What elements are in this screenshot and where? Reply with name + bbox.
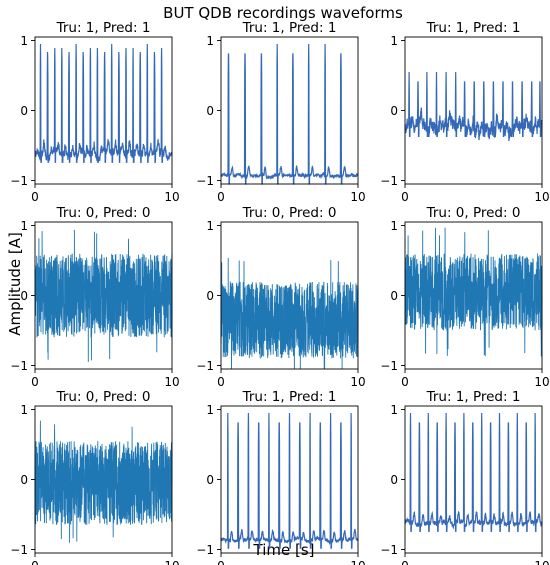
series-line <box>34 43 173 163</box>
subplot-title: Tru: 0, Pred: 0 <box>426 205 521 221</box>
y-tick-label: 1 <box>390 403 398 417</box>
x-tick-label: 0 <box>31 559 39 565</box>
y-tick-label: 1 <box>390 34 398 48</box>
x-tick-label: 0 <box>217 559 225 565</box>
y-tick-label: 0 <box>20 473 28 487</box>
y-tick-label: 1 <box>206 219 214 233</box>
subplot-title: Tru: 1, Pred: 1 <box>426 20 521 36</box>
subplot-title: Tru: 1, Pred: 1 <box>426 389 521 405</box>
series-line <box>220 43 359 185</box>
y-tick-label: 0 <box>20 104 28 118</box>
x-tick-label: 10 <box>350 559 365 565</box>
axes-frame <box>220 36 359 185</box>
y-tick-label: −1 <box>380 174 398 188</box>
x-tick-label: 10 <box>164 559 179 565</box>
x-tick-label: 0 <box>31 375 39 389</box>
y-tick-label: 0 <box>20 289 28 303</box>
series-line <box>34 229 173 362</box>
series-line <box>404 412 543 532</box>
x-tick-label: 0 <box>401 559 409 565</box>
y-tick-label: −1 <box>196 359 214 373</box>
series-line <box>220 412 359 549</box>
x-tick-label: 10 <box>350 375 365 389</box>
x-tick-label: 0 <box>401 190 409 204</box>
y-tick-label: 1 <box>206 34 214 48</box>
y-tick-label: 0 <box>390 289 398 303</box>
subplot-title: Tru: 1, Pred: 1 <box>242 20 337 36</box>
x-tick-label: 10 <box>164 190 179 204</box>
y-tick-label: −1 <box>380 359 398 373</box>
y-tick-label: −1 <box>380 543 398 557</box>
series-line <box>220 257 359 370</box>
series-line <box>34 420 173 543</box>
y-tick-label: 0 <box>206 289 214 303</box>
y-tick-label: −1 <box>10 543 28 557</box>
x-tick-label: 10 <box>534 190 549 204</box>
x-tick-label: 10 <box>350 190 365 204</box>
y-tick-label: 1 <box>20 219 28 233</box>
x-tick-label: 0 <box>401 375 409 389</box>
subplot-title: Tru: 0, Pred: 0 <box>242 205 337 221</box>
y-tick-label: 0 <box>390 104 398 118</box>
x-tick-label: 0 <box>217 375 225 389</box>
y-tick-label: 0 <box>206 104 214 118</box>
subplot-title: Tru: 0, Pred: 0 <box>56 389 151 405</box>
y-tick-label: −1 <box>10 174 28 188</box>
x-tick-label: 10 <box>164 375 179 389</box>
x-tick-label: 10 <box>534 559 549 565</box>
series-line <box>404 227 543 357</box>
y-axis-label: Amplitude [A] <box>6 232 24 336</box>
y-tick-label: −1 <box>10 359 28 373</box>
y-tick-label: 0 <box>206 473 214 487</box>
subplot-title: Tru: 0, Pred: 0 <box>56 205 151 221</box>
y-tick-label: −1 <box>196 174 214 188</box>
x-tick-label: 0 <box>217 190 225 204</box>
y-tick-label: 1 <box>20 403 28 417</box>
x-tick-label: 0 <box>31 190 39 204</box>
y-tick-label: 1 <box>20 34 28 48</box>
y-tick-label: 1 <box>390 219 398 233</box>
y-tick-label: 0 <box>390 473 398 487</box>
figure-title: BUT QDB recordings waveforms <box>163 4 403 22</box>
subplot-title: Tru: 1, Pred: 1 <box>242 389 337 405</box>
series-line <box>404 71 543 142</box>
y-tick-label: 1 <box>206 403 214 417</box>
x-axis-label: Time [s] <box>253 541 315 559</box>
x-tick-label: 10 <box>534 375 549 389</box>
subplot-title: Tru: 1, Pred: 1 <box>56 20 151 36</box>
y-tick-label: −1 <box>196 543 214 557</box>
